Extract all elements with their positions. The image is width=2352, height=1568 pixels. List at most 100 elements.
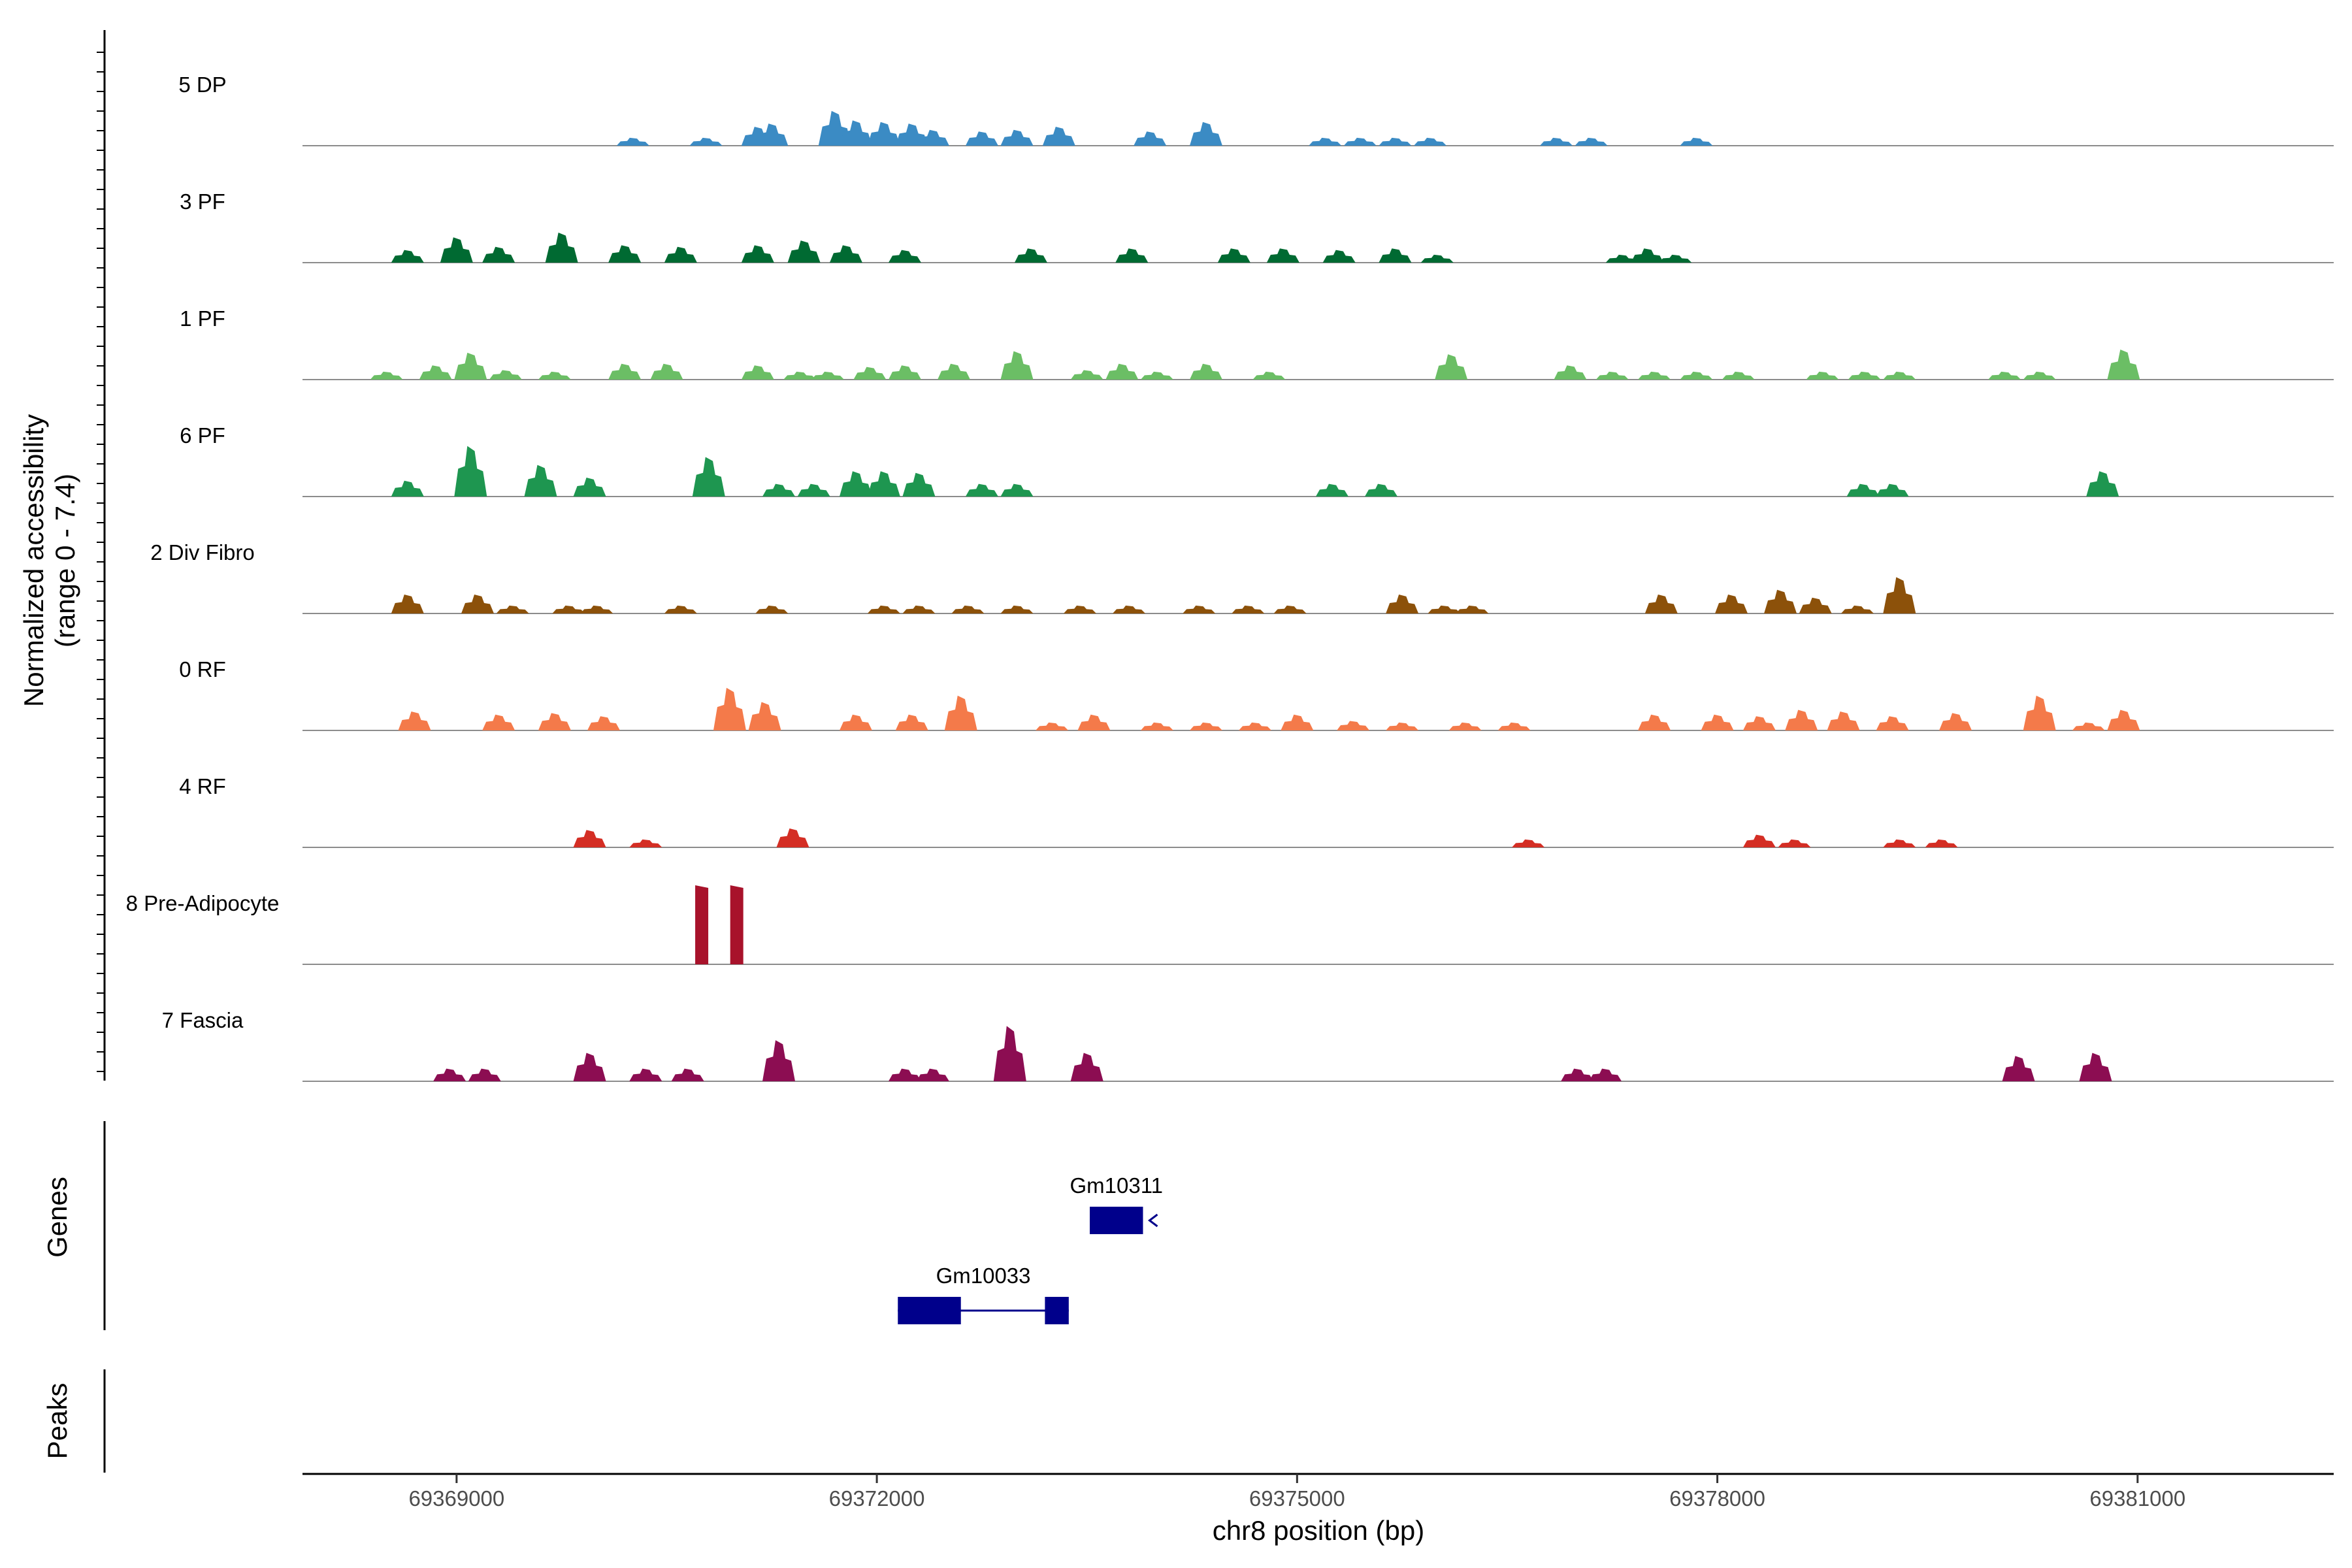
coverage-peak [1014, 248, 1047, 263]
coverage-peak [1000, 483, 1034, 497]
coverage-peak [1217, 248, 1250, 263]
coverage-peak [867, 605, 900, 613]
track-label: 8 Pre-Adipocyte [126, 891, 280, 915]
gene-label: Gm10311 [1070, 1173, 1163, 1198]
coverage-peak [1273, 605, 1307, 613]
coverage-peak [1883, 371, 1916, 380]
coverage-peak [545, 233, 578, 263]
coverage-peak [1638, 714, 1671, 730]
coverage-peak [902, 605, 936, 613]
coverage-peak [2023, 695, 2056, 730]
track-label: 7 Fascia [162, 1008, 244, 1032]
x-tick-label: 69372000 [829, 1486, 925, 1511]
coverage-peak [1343, 137, 1377, 146]
coverage-peak [993, 1026, 1026, 1081]
x-tick-label: 69378000 [1669, 1486, 1765, 1511]
coverage-peak [573, 830, 606, 847]
coverage-peak [902, 472, 936, 497]
coverage-peak [1036, 722, 1069, 730]
coverage-peak [1113, 605, 1146, 613]
coverage-peak [482, 714, 515, 730]
coverage-peak [398, 711, 431, 730]
track-label: 6 PF [180, 423, 225, 448]
coverage-peak [895, 714, 928, 730]
x-tick-label: 69369000 [408, 1486, 504, 1511]
coverage-peak [1183, 605, 1216, 613]
coverage-peak [1806, 371, 1839, 380]
coverage-peak [888, 250, 921, 263]
coverage-peak [2023, 371, 2056, 380]
coverage-peak [1715, 594, 1748, 613]
coverage-peak [1575, 137, 1608, 146]
coverage-peak [965, 483, 998, 497]
coverage-peak [748, 702, 781, 730]
track-8-pre-adipocyte: 8 Pre-Adipocyte [126, 885, 2334, 965]
coverage-peak [1309, 137, 1342, 146]
coverage-peak [2107, 710, 2140, 730]
gene-exon [1090, 1207, 1143, 1234]
coverage-peak [1000, 605, 1034, 613]
coverage-peak [1589, 1068, 1622, 1081]
coverage-peak [664, 605, 697, 613]
coverage-peak [1322, 250, 1356, 263]
coverage-peak [776, 828, 809, 847]
track-0-rf: 0 RF [179, 657, 2334, 731]
coverage-peak [1631, 248, 1664, 263]
coverage-peak [524, 465, 557, 497]
coverage-peak [370, 371, 403, 380]
coverage-peak [1140, 722, 1173, 730]
coverage-peak [1742, 834, 1776, 847]
coverage-peak [1000, 129, 1034, 146]
coverage-peak [1134, 131, 1167, 146]
coverage-peak [1105, 363, 1139, 380]
coverage-peak [1414, 137, 1447, 146]
coverage-peak [1638, 371, 1671, 380]
coverage-peak [1778, 839, 1811, 847]
coverage-peak [1799, 597, 1832, 613]
track-label: 4 RF [179, 774, 226, 798]
coverage-peak [580, 605, 613, 613]
coverage-peak [762, 483, 796, 497]
coverage-peak [1764, 589, 1797, 613]
x-axis-title: chr8 position (bp) [1213, 1515, 1425, 1546]
coverage-peak [951, 605, 985, 613]
coverage-peak [853, 367, 887, 380]
coverage-peak [1239, 722, 1272, 730]
coverage-peak [1140, 371, 1173, 380]
coverage-peak [888, 1068, 921, 1081]
coverage-peak [1379, 137, 1412, 146]
coverage-peak [538, 371, 571, 380]
coverage-peak [1605, 254, 1639, 263]
coverage-peak [419, 365, 452, 380]
coverage-peak [461, 594, 495, 613]
coverage-peak [1428, 605, 1461, 613]
gene-label: Gm10033 [936, 1264, 1031, 1288]
coverage-peak [1063, 605, 1096, 613]
coverage-peak [695, 885, 709, 964]
coverage-peak [811, 371, 845, 380]
coverage-peak [1379, 248, 1412, 263]
coverage-peak [1742, 716, 1776, 730]
coverage-peak [468, 1068, 501, 1081]
coverage-peak [713, 687, 746, 730]
coverage-peak [1386, 722, 1419, 730]
coverage-peak [573, 1053, 606, 1081]
coverage-peak [1189, 722, 1222, 730]
coverage-tracks: 5 DP 3 PF 1 PF 6 PF 2 Div Fibro 0 RF 4 RF 8 Pre… [126, 73, 2334, 1082]
gene-exon [1045, 1297, 1069, 1324]
track-5-dp: 5 DP [178, 73, 2334, 146]
coverage-peak [829, 245, 862, 263]
coverage-peak [839, 714, 872, 730]
coverage-peak [587, 716, 620, 730]
coverage-peak [1435, 354, 1468, 380]
gene-gm10311: Gm10311 [1070, 1173, 1163, 1234]
coverage-peak [839, 471, 872, 497]
coverage-peak [629, 839, 662, 847]
track-3-pf: 3 PF [180, 189, 2334, 263]
coverage-peak [1827, 711, 1860, 730]
track-label: 2 Div Fibro [150, 540, 255, 564]
coverage-peak [787, 240, 821, 263]
coverage-peak [944, 695, 977, 730]
coverage-peak [1680, 371, 1713, 380]
